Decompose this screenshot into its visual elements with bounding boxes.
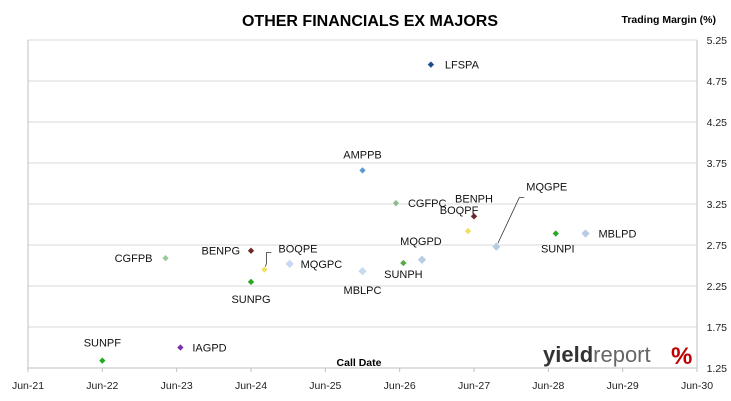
point-mblpc (357, 266, 368, 277)
point-mqgpd (416, 254, 427, 265)
x-tick-label: Jun-27 (458, 380, 490, 392)
y-tick-label: 2.75 (707, 240, 728, 252)
label-lfspa: LFSPA (445, 60, 480, 72)
chart-title: OTHER FINANCIALS EX MAJORS (242, 13, 498, 30)
tick-labels: 1.25 1.75 2.25 2.75 3.25 3.75 4.25 4.75 5.25 Jun-… (12, 35, 727, 392)
label-boqpf: BOQPF (440, 205, 479, 217)
point-mqgpc (284, 258, 295, 269)
label-cgfpc: CGFPC (408, 198, 447, 210)
label-benpg: BENPG (201, 246, 240, 258)
label-sunpg: SUNPG (231, 294, 270, 306)
label-mqgpd: MQGPD (400, 236, 442, 248)
grid-lines (28, 39, 697, 369)
label-cgfpb: CGFPB (115, 253, 153, 265)
label-benph: BENPH (455, 193, 493, 205)
point-boqpe (260, 265, 269, 274)
label-sunph: SUNPH (384, 269, 423, 281)
label-iagpd: IAGPD (192, 343, 226, 355)
x-tick-label: Jun-24 (235, 380, 267, 392)
label-sunpf: SUNPF (84, 338, 122, 350)
yieldreport-logo: yieldreport % (543, 342, 692, 370)
logo-report: report (593, 342, 650, 367)
logo-yield: yield (543, 342, 593, 367)
point-mblpd (580, 228, 591, 239)
point-labels: LFSPA AMPPB CGFPC BENPH MQGPE BOQPF SUNPI MBLPD… (84, 60, 637, 355)
point-boqpf (464, 227, 473, 236)
point-mqgpe (491, 241, 502, 252)
point-cgfpb (161, 254, 170, 263)
point-cgfpc (391, 199, 400, 208)
svg-text:yieldreport: yieldreport (543, 342, 651, 367)
y-tick-label: 5.25 (707, 35, 728, 47)
y-tick-label: 3.25 (707, 199, 728, 211)
label-mblpd: MBLPD (599, 229, 637, 241)
logo-percent: % (671, 343, 692, 370)
y-tick-label: 1.25 (707, 363, 728, 375)
y-tick-label: 4.75 (707, 76, 728, 88)
y-tick-label: 1.75 (707, 322, 728, 334)
x-tick-label: Jun-25 (309, 380, 341, 392)
point-sunpi (551, 229, 560, 238)
label-mblpc: MBLPC (344, 285, 382, 297)
y-tick-label: 4.25 (707, 117, 728, 129)
label-mqgpe: MQGPE (526, 182, 567, 194)
y-axis-title: Trading Margin (%) (622, 14, 717, 26)
x-tick-label: Jun-28 (532, 380, 564, 392)
point-lfspa (426, 60, 435, 69)
point-benph (469, 212, 479, 221)
label-mqgpc: MQGPC (301, 259, 343, 271)
x-axis-title: Call Date (337, 357, 382, 369)
point-sunpg (246, 277, 256, 286)
y-tick-label: 2.25 (707, 281, 728, 293)
data-points (98, 60, 591, 365)
point-sunpf (98, 356, 107, 365)
point-iagpd (176, 343, 185, 352)
label-boqpe: BOQPE (278, 244, 317, 256)
x-tick-label: Jun-29 (607, 380, 639, 392)
axes (27, 40, 698, 372)
x-tick-label: Jun-22 (86, 380, 118, 392)
x-tick-label: Jun-21 (12, 380, 44, 392)
x-tick-label: Jun-30 (681, 380, 713, 392)
point-benpg (246, 246, 256, 255)
label-amppb: AMPPB (343, 149, 382, 161)
point-sunph (399, 259, 408, 268)
leader-mqgpe (495, 197, 525, 247)
point-amppb (358, 166, 367, 175)
y-tick-label: 3.75 (707, 158, 728, 170)
label-sunpi: SUNPI (541, 244, 575, 256)
x-tick-label: Jun-26 (384, 380, 416, 392)
x-tick-label: Jun-23 (161, 380, 193, 392)
